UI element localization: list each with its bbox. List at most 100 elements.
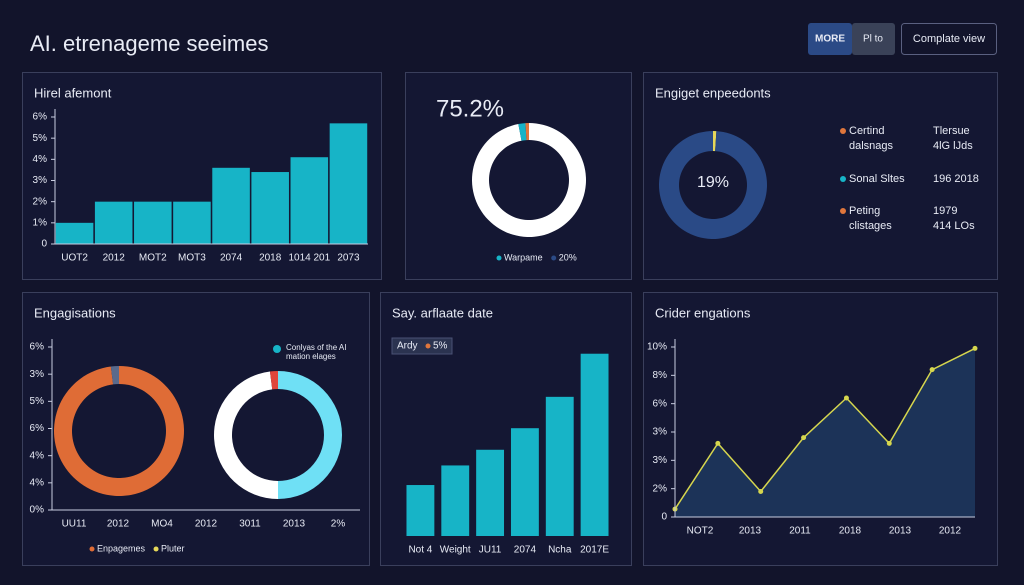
x-tick-label: 2% (331, 519, 346, 530)
point (801, 435, 807, 441)
x-tick-label: 2012 (195, 519, 218, 530)
bar (329, 123, 368, 244)
x-tick-label: 2018 (259, 253, 282, 264)
donut-slice (269, 371, 278, 390)
x-tick-label: 3011 (239, 519, 261, 530)
x-tick-label: 2011 (789, 526, 811, 537)
bar (55, 222, 94, 244)
x-tick-label: MO4 (151, 519, 173, 530)
panel-title: Engiget enpeedonts (655, 85, 771, 100)
y-tick-label: 6% (33, 112, 48, 123)
x-tick-label: 1014 201 (288, 253, 330, 264)
bar (441, 465, 470, 536)
legend-dot (840, 128, 846, 134)
button[interactable] (852, 23, 895, 55)
bar (510, 428, 539, 536)
panel-title: Say. arflaate date (392, 305, 493, 320)
x-tick-label: 2013 (739, 526, 762, 537)
y-tick-label: 6% (653, 398, 668, 409)
y-tick-label: 4% (30, 477, 45, 488)
legend-dot (840, 176, 846, 182)
bar (134, 201, 172, 244)
button-label[interactable]: Pl to (863, 34, 883, 45)
legend-value: 196 2018 (933, 173, 979, 185)
y-tick-label: 3% (33, 175, 48, 186)
annotation: Conlyas of the AI (286, 343, 346, 352)
x-tick-label: 2012 (107, 519, 130, 530)
x-tick-label: 2012 (939, 526, 962, 537)
x-tick-label: 2012 (103, 253, 126, 264)
panel-title: Crider engations (655, 305, 751, 320)
y-tick-label: 6% (30, 423, 45, 434)
x-tick-label: 2013 (283, 519, 306, 530)
bar (476, 449, 505, 536)
donut-slice (525, 123, 529, 141)
donut-slice (110, 366, 119, 385)
point (886, 440, 892, 446)
legend-label: Warpame (504, 252, 543, 262)
x-tick-label: UOT2 (61, 253, 88, 264)
legend-dot (89, 546, 95, 552)
y-tick-label: 2% (653, 483, 668, 494)
bar (406, 485, 435, 536)
legend-value: 414 LOs (933, 220, 975, 232)
x-tick-label: MOT2 (139, 253, 167, 264)
y-tick-label: 5% (33, 133, 48, 144)
badge-value: 5% (433, 341, 448, 352)
button[interactable] (808, 23, 852, 55)
bar (251, 172, 289, 244)
legend-label: Enpagemes (97, 543, 146, 553)
x-tick-label: Weight (440, 545, 471, 556)
button[interactable] (901, 23, 997, 55)
y-tick-label: 5% (30, 396, 45, 407)
y-tick-label: 2% (33, 196, 48, 207)
legend-label: clistages (849, 220, 892, 232)
panel-title: Engagisations (34, 305, 116, 320)
center-label: 19% (697, 174, 729, 191)
y-tick-label: 3% (653, 427, 668, 438)
legend-dot (496, 255, 502, 261)
center-label: 75.2% (436, 95, 504, 122)
button-label[interactable]: Complate view (913, 33, 985, 45)
point (972, 345, 978, 351)
x-tick-label: UU11 (62, 519, 87, 530)
panel-title: Hirel afemont (34, 85, 112, 100)
badge (391, 337, 453, 355)
y-tick-label: 10% (647, 342, 667, 353)
y-tick-label: 4% (30, 450, 45, 461)
legend-value: 1979 (933, 205, 957, 217)
point (929, 367, 935, 373)
legend-value: Tlersue (933, 125, 970, 137)
y-tick-label: 0 (41, 239, 47, 250)
point (843, 395, 849, 401)
legend-label: Pluter (161, 543, 185, 553)
x-tick-label: NOT2 (687, 526, 714, 537)
x-tick-label: Not 4 (408, 545, 432, 556)
donut-slice (518, 123, 527, 141)
x-tick-label: 2017E (580, 545, 609, 556)
bar (580, 353, 609, 536)
y-tick-label: 0 (661, 512, 667, 523)
x-tick-label: 2013 (889, 526, 912, 537)
x-tick-label: MOT3 (178, 253, 206, 264)
y-tick-label: 4% (33, 154, 48, 165)
page-title: AI. etrenageme seeimes (30, 31, 268, 56)
bar (212, 167, 250, 244)
button-label[interactable]: MORE (815, 34, 845, 45)
donut-slice (713, 131, 717, 152)
legend-dot (551, 255, 557, 261)
x-tick-label: 2074 (514, 545, 537, 556)
y-tick-label: 3% (653, 455, 668, 466)
annotation-dot (273, 345, 281, 353)
legend-label: Peting (849, 205, 880, 217)
x-tick-label: JU11 (479, 545, 502, 556)
x-tick-label: 2073 (337, 253, 360, 264)
y-tick-label: 0% (30, 505, 45, 516)
badge-dot (425, 343, 431, 349)
panel (643, 72, 998, 280)
legend-label: dalsnags (849, 140, 894, 152)
legend-dot (153, 546, 159, 552)
legend-label: Sonal Sltes (849, 173, 905, 185)
legend-dot (840, 208, 846, 214)
